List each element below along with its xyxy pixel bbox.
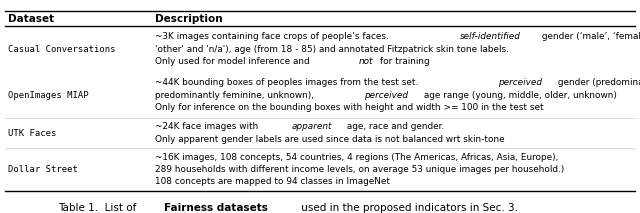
Text: Only apparent gender labels are used since data is not balanced wrt skin-tone: Only apparent gender labels are used sin… xyxy=(155,135,504,144)
Text: ~24K face images with: ~24K face images with xyxy=(155,122,261,131)
Text: Casual Conversations: Casual Conversations xyxy=(8,45,115,53)
Text: ~44K bounding boxes of peoples images from the test set.: ~44K bounding boxes of peoples images fr… xyxy=(155,78,421,87)
Text: self-identified: self-identified xyxy=(460,32,521,41)
Text: Description: Description xyxy=(155,14,223,24)
Text: gender (predominantly masculine,: gender (predominantly masculine, xyxy=(555,78,640,87)
Text: gender (‘male’, ‘female’,: gender (‘male’, ‘female’, xyxy=(539,32,640,41)
Text: Fairness datasets: Fairness datasets xyxy=(164,203,268,213)
Text: Dollar Street: Dollar Street xyxy=(8,165,78,174)
Text: Dataset: Dataset xyxy=(8,14,54,24)
Text: used in the proposed indicators in Sec. 3.: used in the proposed indicators in Sec. … xyxy=(298,203,518,213)
Text: predominantly feminine, unknown),: predominantly feminine, unknown), xyxy=(155,91,317,99)
Text: Only used for model inference and: Only used for model inference and xyxy=(155,57,312,66)
Text: ~16K images, 108 concepts, 54 countries, 4 regions (The Americas, Africas, Asia,: ~16K images, 108 concepts, 54 countries,… xyxy=(155,153,558,161)
Text: perceived: perceived xyxy=(364,91,408,99)
Text: age, race and gender.: age, race and gender. xyxy=(344,122,444,131)
Text: ~3K images containing face crops of people’s faces.: ~3K images containing face crops of peop… xyxy=(155,32,392,41)
Text: UTK Faces: UTK Faces xyxy=(8,128,56,138)
Text: not: not xyxy=(358,57,372,66)
Text: 289 households with different income levels, on average 53 unique images per hou: 289 households with different income lev… xyxy=(155,165,564,174)
Text: 108 concepts are mapped to 94 classes in ImageNet: 108 concepts are mapped to 94 classes in… xyxy=(155,177,390,187)
Text: Only for inference on the bounding boxes with height and width >= 100 in the tes: Only for inference on the bounding boxes… xyxy=(155,103,543,112)
Text: 'other' and 'n/a'), age (from 18 - 85) and annotated Fitzpatrick skin tone label: 'other' and 'n/a'), age (from 18 - 85) a… xyxy=(155,45,509,53)
Text: for training: for training xyxy=(377,57,429,66)
Text: apparent: apparent xyxy=(292,122,332,131)
Text: OpenImages MIAP: OpenImages MIAP xyxy=(8,91,88,99)
Text: perceived: perceived xyxy=(499,78,542,87)
Text: Table 1.  List of: Table 1. List of xyxy=(58,203,140,213)
Text: age range (young, middle, older, unknown): age range (young, middle, older, unknown… xyxy=(420,91,616,99)
